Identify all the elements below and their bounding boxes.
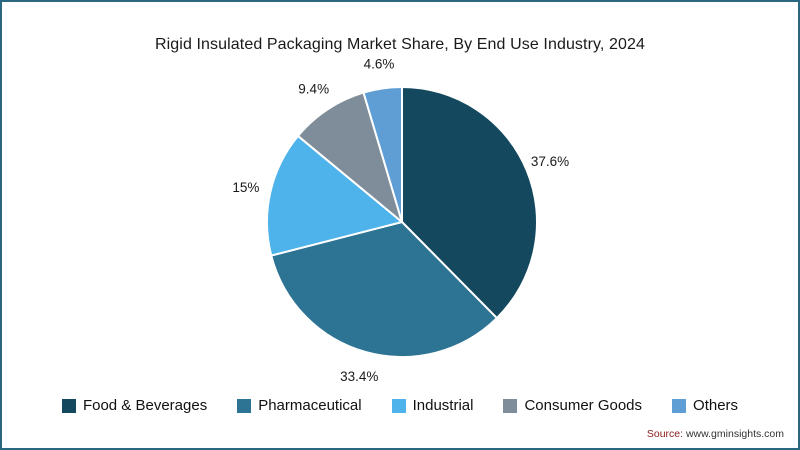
legend-item-consumer-goods: Consumer Goods [503, 397, 642, 414]
legend-swatch-pharmaceutical [237, 398, 252, 413]
source-url: www.gminsights.com [685, 428, 784, 440]
legend-label-pharmaceutical: Pharmaceutical [258, 397, 362, 414]
pie-slice-value-label: 9.4% [298, 82, 329, 97]
pie-slice-value-label: 37.6% [531, 154, 569, 169]
pie-slice-industrial [266, 134, 403, 257]
legend-swatch-consumer-goods [503, 398, 518, 413]
pie-slice-food-beverages [401, 86, 539, 320]
legend: Food & Beverages Pharmaceutical Industrial… [2, 397, 798, 414]
legend-label-industrial: Industrial [412, 397, 474, 414]
legend-label-consumer-goods: Consumer Goods [524, 397, 643, 414]
pie-slice-value-label: 4.6% [364, 57, 395, 72]
legend-item-pharmaceutical: Pharmaceutical [237, 397, 362, 414]
source-label: Source: [646, 428, 686, 440]
pie-slice-value-label: 33.4% [340, 369, 378, 384]
legend-item-industrial: Industrial [391, 397, 474, 414]
legend-item-food-beverages: Food & Beverages [61, 397, 208, 414]
legend-item-others: Others [672, 397, 738, 414]
pie-slice-consumer-goods [296, 91, 403, 223]
pie-slice-value-label: 15% [232, 180, 259, 195]
chart-title: Rigid Insulated Packaging Market Share, … [154, 36, 646, 53]
legend-swatch-food-beverages [61, 398, 76, 413]
pie-slice-others [362, 86, 403, 223]
legend-label-others: Others [693, 397, 739, 414]
legend-label-food-beverages: Food & Beverages [82, 397, 208, 414]
legend-swatch-industrial [391, 398, 406, 413]
pie-slice-pharmaceutical [270, 221, 498, 358]
source-text: Source: www.gminsights.com [647, 428, 784, 440]
legend-swatch-others [672, 398, 687, 413]
